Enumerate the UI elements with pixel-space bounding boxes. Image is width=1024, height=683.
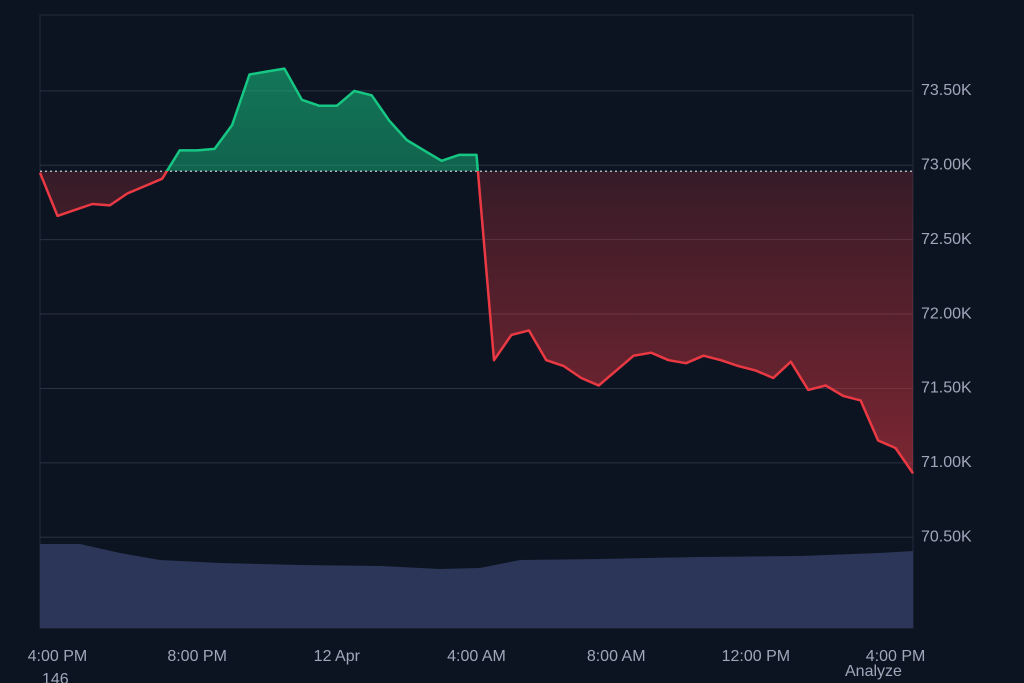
y-tick-label: 72.00K	[921, 305, 972, 322]
y-tick-label: 73.00K	[921, 156, 972, 173]
footer-text: Analyze	[845, 663, 902, 680]
x-tick-label: 4:00 AM	[447, 648, 506, 665]
x-tick-label: 4:00 PM	[28, 648, 88, 665]
price-line	[38, 67, 915, 475]
x-tick-label: 8:00 AM	[587, 648, 646, 665]
y-tick-label: 73.50K	[921, 82, 972, 99]
x-tick-label: 12 Apr	[314, 648, 361, 665]
y-tick-label: 71.50K	[921, 380, 972, 397]
area-up	[166, 68, 478, 172]
y-tick-label: 70.50K	[921, 528, 972, 545]
volume-area	[40, 544, 913, 628]
footer-text: 146	[42, 671, 69, 683]
plot-layer: 70.50K 71.00K 71.50K 72.00K 72.50K 73.00K 73.5…	[28, 67, 972, 665]
y-tick-label: 71.00K	[921, 454, 972, 471]
x-tick-label: 8:00 PM	[167, 648, 227, 665]
y-tick-label: 72.50K	[921, 231, 972, 248]
x-tick-label: 12:00 PM	[722, 648, 790, 665]
area-down	[40, 171, 913, 474]
x-tick-label: 4:00 PM	[866, 648, 926, 665]
